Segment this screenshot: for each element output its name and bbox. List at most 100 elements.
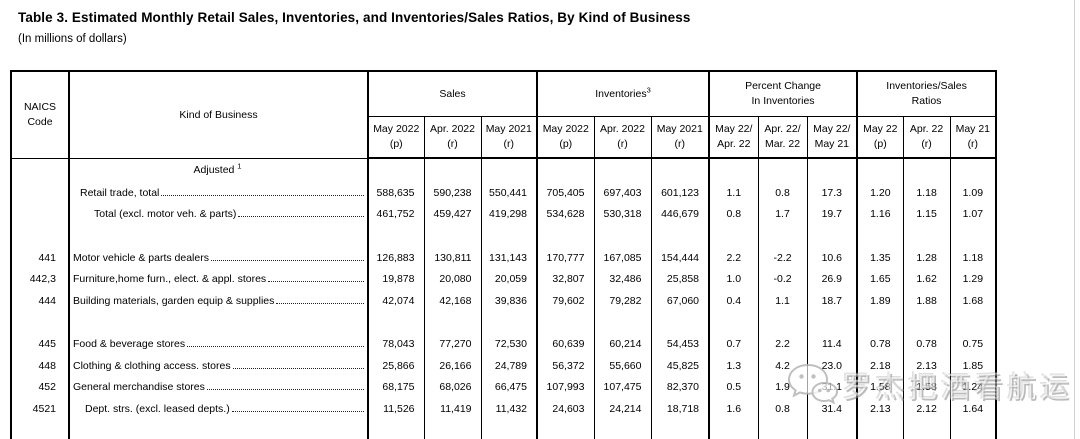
- header-group-sales: Sales: [367, 71, 537, 117]
- table-row: 4521 Dept. strs. (excl. leased depts.) 11,…: [11, 398, 997, 420]
- kind-of-business-cell: Adjusted 1: [68, 158, 368, 182]
- value-cell: 459,427: [423, 203, 481, 225]
- subheader-row: May 2022 (p) Apr. 2022 (r) May 2021 (r) May 20…: [11, 116, 997, 159]
- value-cell: 45,825: [650, 355, 710, 377]
- table-row: 445 Food & beverage stores 78,043 77,270 72,…: [11, 333, 997, 355]
- value-cell: [367, 158, 424, 182]
- value-cell: 1.65: [856, 268, 904, 290]
- spacer-row: [11, 225, 997, 247]
- subheader-col-1: Apr. 2022 (r): [423, 116, 481, 159]
- value-cell: 0.4: [708, 290, 759, 312]
- value-cell: 1.64: [949, 398, 997, 420]
- value-cell: 1.20: [856, 182, 904, 204]
- kind-of-business-cell: Food & beverage stores: [68, 333, 368, 355]
- value-cell: -0.2: [757, 268, 808, 290]
- value-cell: [902, 158, 951, 182]
- subheader-col-4: Apr. 2022 (r): [593, 116, 651, 159]
- spacer-row: [11, 311, 997, 334]
- value-cell: [650, 225, 710, 247]
- header-naics-code: NAICS Code: [11, 71, 69, 159]
- value-cell: 2.2: [708, 247, 759, 269]
- table-row: 448 Clothing & clothing access. stores 25,…: [11, 355, 997, 377]
- value-cell: 1.16: [856, 203, 904, 225]
- kind-of-business-cell: [68, 419, 368, 439]
- value-cell: 0.7: [708, 333, 759, 355]
- value-cell: 130,811: [423, 247, 481, 269]
- subheader-col-5: May 2021 (r): [650, 116, 710, 159]
- dotted-leader: [276, 302, 364, 304]
- value-cell: [902, 419, 951, 439]
- business-label: Building materials, garden equip & suppl…: [73, 294, 275, 307]
- value-cell: [949, 311, 997, 334]
- value-cell: 11,526: [367, 398, 424, 420]
- value-cell: 25,866: [367, 355, 424, 377]
- value-cell: [806, 158, 858, 182]
- value-cell: 2.13: [856, 398, 904, 420]
- business-label: Retail trade, total: [80, 186, 160, 199]
- value-cell: 0.75: [949, 333, 997, 355]
- value-cell: 60,639: [536, 333, 594, 355]
- value-cell: [856, 419, 904, 439]
- page-title: Table 3. Estimated Monthly Retail Sales,…: [18, 10, 691, 25]
- value-cell: [593, 419, 651, 439]
- value-cell: 18,718: [650, 398, 710, 420]
- subheader-col-2: May 2021 (r): [480, 116, 537, 159]
- value-cell: -2.2: [757, 247, 808, 269]
- header-naics-line1: NAICS: [23, 101, 57, 114]
- value-cell: 1.24: [949, 376, 997, 398]
- table-body: Adjusted 1 Retail trade, total 588,635 590,…: [11, 158, 997, 439]
- subheader-col-7: Apr. 22/Mar. 22: [757, 116, 808, 159]
- value-cell: 19,878: [367, 268, 424, 290]
- value-cell: 26,166: [423, 355, 481, 377]
- value-cell: 2.12: [902, 398, 951, 420]
- naics-code-cell: [11, 204, 69, 226]
- value-cell: 601,123: [650, 182, 710, 204]
- value-cell: [536, 158, 594, 182]
- value-cell: [480, 225, 537, 247]
- page-edge-divider: [1074, 0, 1075, 439]
- dotted-leader: [187, 346, 364, 348]
- value-cell: 1.88: [902, 290, 951, 312]
- value-cell: 0.5: [708, 376, 759, 398]
- value-cell: 534,628: [536, 203, 594, 225]
- value-cell: [536, 419, 594, 439]
- subheader-col-10: Apr. 22 (r): [902, 116, 951, 159]
- value-cell: 1.07: [949, 203, 997, 225]
- table-row: 444 Building materials, garden equip & su…: [11, 290, 997, 312]
- business-label: Total (excl. motor veh. & parts): [94, 208, 237, 221]
- value-cell: 31.1: [806, 376, 858, 398]
- value-cell: 1.35: [856, 247, 904, 269]
- value-cell: [480, 419, 537, 439]
- value-cell: 78,043: [367, 333, 424, 355]
- dotted-leader: [206, 389, 364, 391]
- value-cell: [806, 419, 858, 439]
- business-label: Dept. strs. (excl. leased depts.): [85, 402, 230, 415]
- value-cell: [423, 225, 481, 247]
- value-cell: 0.8: [708, 203, 759, 225]
- kind-of-business-cell: Total (excl. motor veh. & parts): [68, 203, 368, 225]
- kind-of-business-cell: Building materials, garden equip & suppl…: [68, 290, 368, 312]
- table-row: 442,3 Furniture,home furn., elect. & appl…: [11, 268, 997, 290]
- value-cell: [480, 311, 537, 334]
- value-cell: 20,059: [480, 268, 537, 290]
- subheader-col-0: May 2022 (p): [367, 116, 424, 159]
- kind-of-business-cell: [68, 311, 368, 334]
- dotted-leader: [161, 194, 364, 196]
- naics-code-cell: 445: [38, 338, 56, 351]
- value-cell: [480, 158, 537, 182]
- value-cell: [593, 311, 651, 334]
- value-cell: 68,175: [367, 376, 424, 398]
- value-cell: 26.9: [806, 268, 858, 290]
- naics-code-cell: [11, 158, 69, 182]
- business-label: Food & beverage stores: [73, 338, 186, 351]
- value-cell: [593, 158, 651, 182]
- table-row: 441 Motor vehicle & parts dealers 126,883 1…: [11, 247, 997, 269]
- value-cell: 0.78: [856, 333, 904, 355]
- naics-code-cell: 441: [38, 251, 56, 264]
- naics-code-cell: [11, 182, 69, 204]
- table-row: Total (excl. motor veh. & parts) 461,752 4…: [11, 203, 997, 226]
- value-cell: 1.85: [949, 355, 997, 377]
- value-cell: 446,679: [650, 203, 710, 225]
- value-cell: 154,444: [650, 247, 710, 269]
